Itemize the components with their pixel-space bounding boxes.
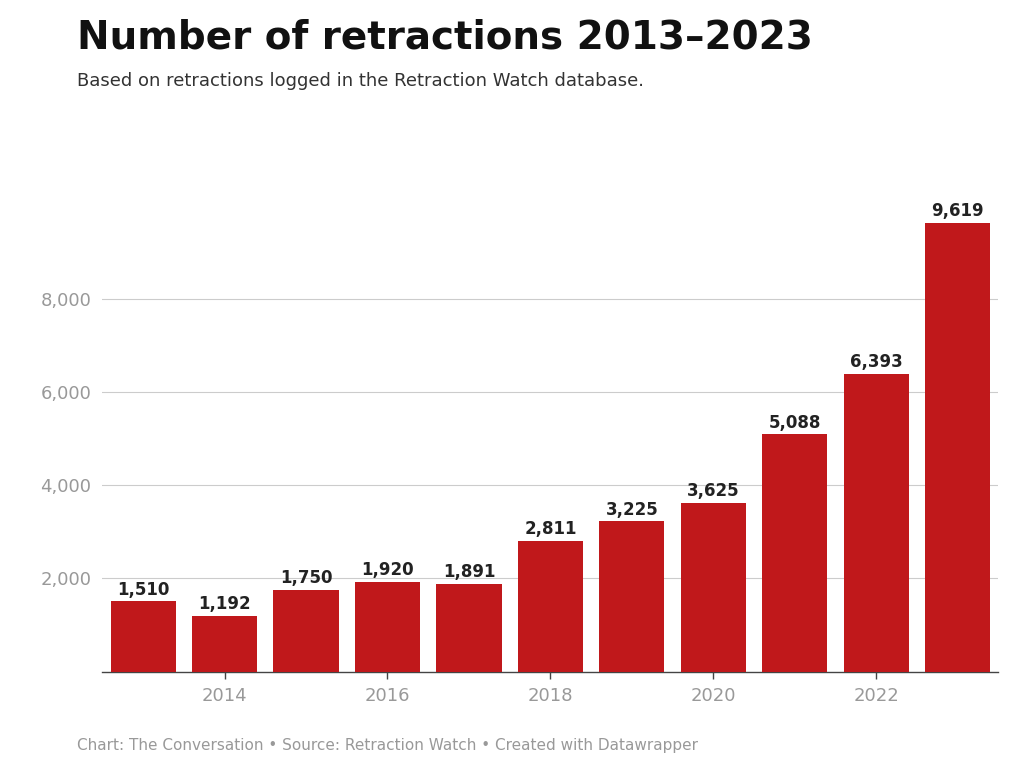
Text: 3,225: 3,225 <box>605 500 658 518</box>
Text: 9,619: 9,619 <box>932 203 984 220</box>
Text: 1,891: 1,891 <box>442 562 496 581</box>
Bar <box>111 601 176 672</box>
Text: Based on retractions logged in the Retraction Watch database.: Based on retractions logged in the Retra… <box>77 72 644 90</box>
Text: Chart: The Conversation • Source: Retraction Watch • Created with Datawrapper: Chart: The Conversation • Source: Retrac… <box>77 738 697 753</box>
Bar <box>193 616 257 672</box>
Bar <box>925 223 990 672</box>
Text: 1,510: 1,510 <box>117 581 169 599</box>
Bar <box>273 591 339 672</box>
Bar <box>436 584 502 672</box>
Text: 2,811: 2,811 <box>524 520 577 538</box>
Text: Number of retractions 2013–2023: Number of retractions 2013–2023 <box>77 19 813 57</box>
Text: 1,920: 1,920 <box>361 562 414 579</box>
Text: 5,088: 5,088 <box>769 414 821 432</box>
Bar <box>762 434 827 672</box>
Bar <box>518 540 583 672</box>
Bar <box>355 582 420 672</box>
Text: 6,393: 6,393 <box>850 353 902 371</box>
Text: 1,750: 1,750 <box>280 569 332 587</box>
Text: 3,625: 3,625 <box>687 482 739 500</box>
Bar <box>844 373 909 672</box>
Text: 1,192: 1,192 <box>199 595 251 613</box>
Bar <box>681 502 745 672</box>
Bar <box>599 521 665 672</box>
